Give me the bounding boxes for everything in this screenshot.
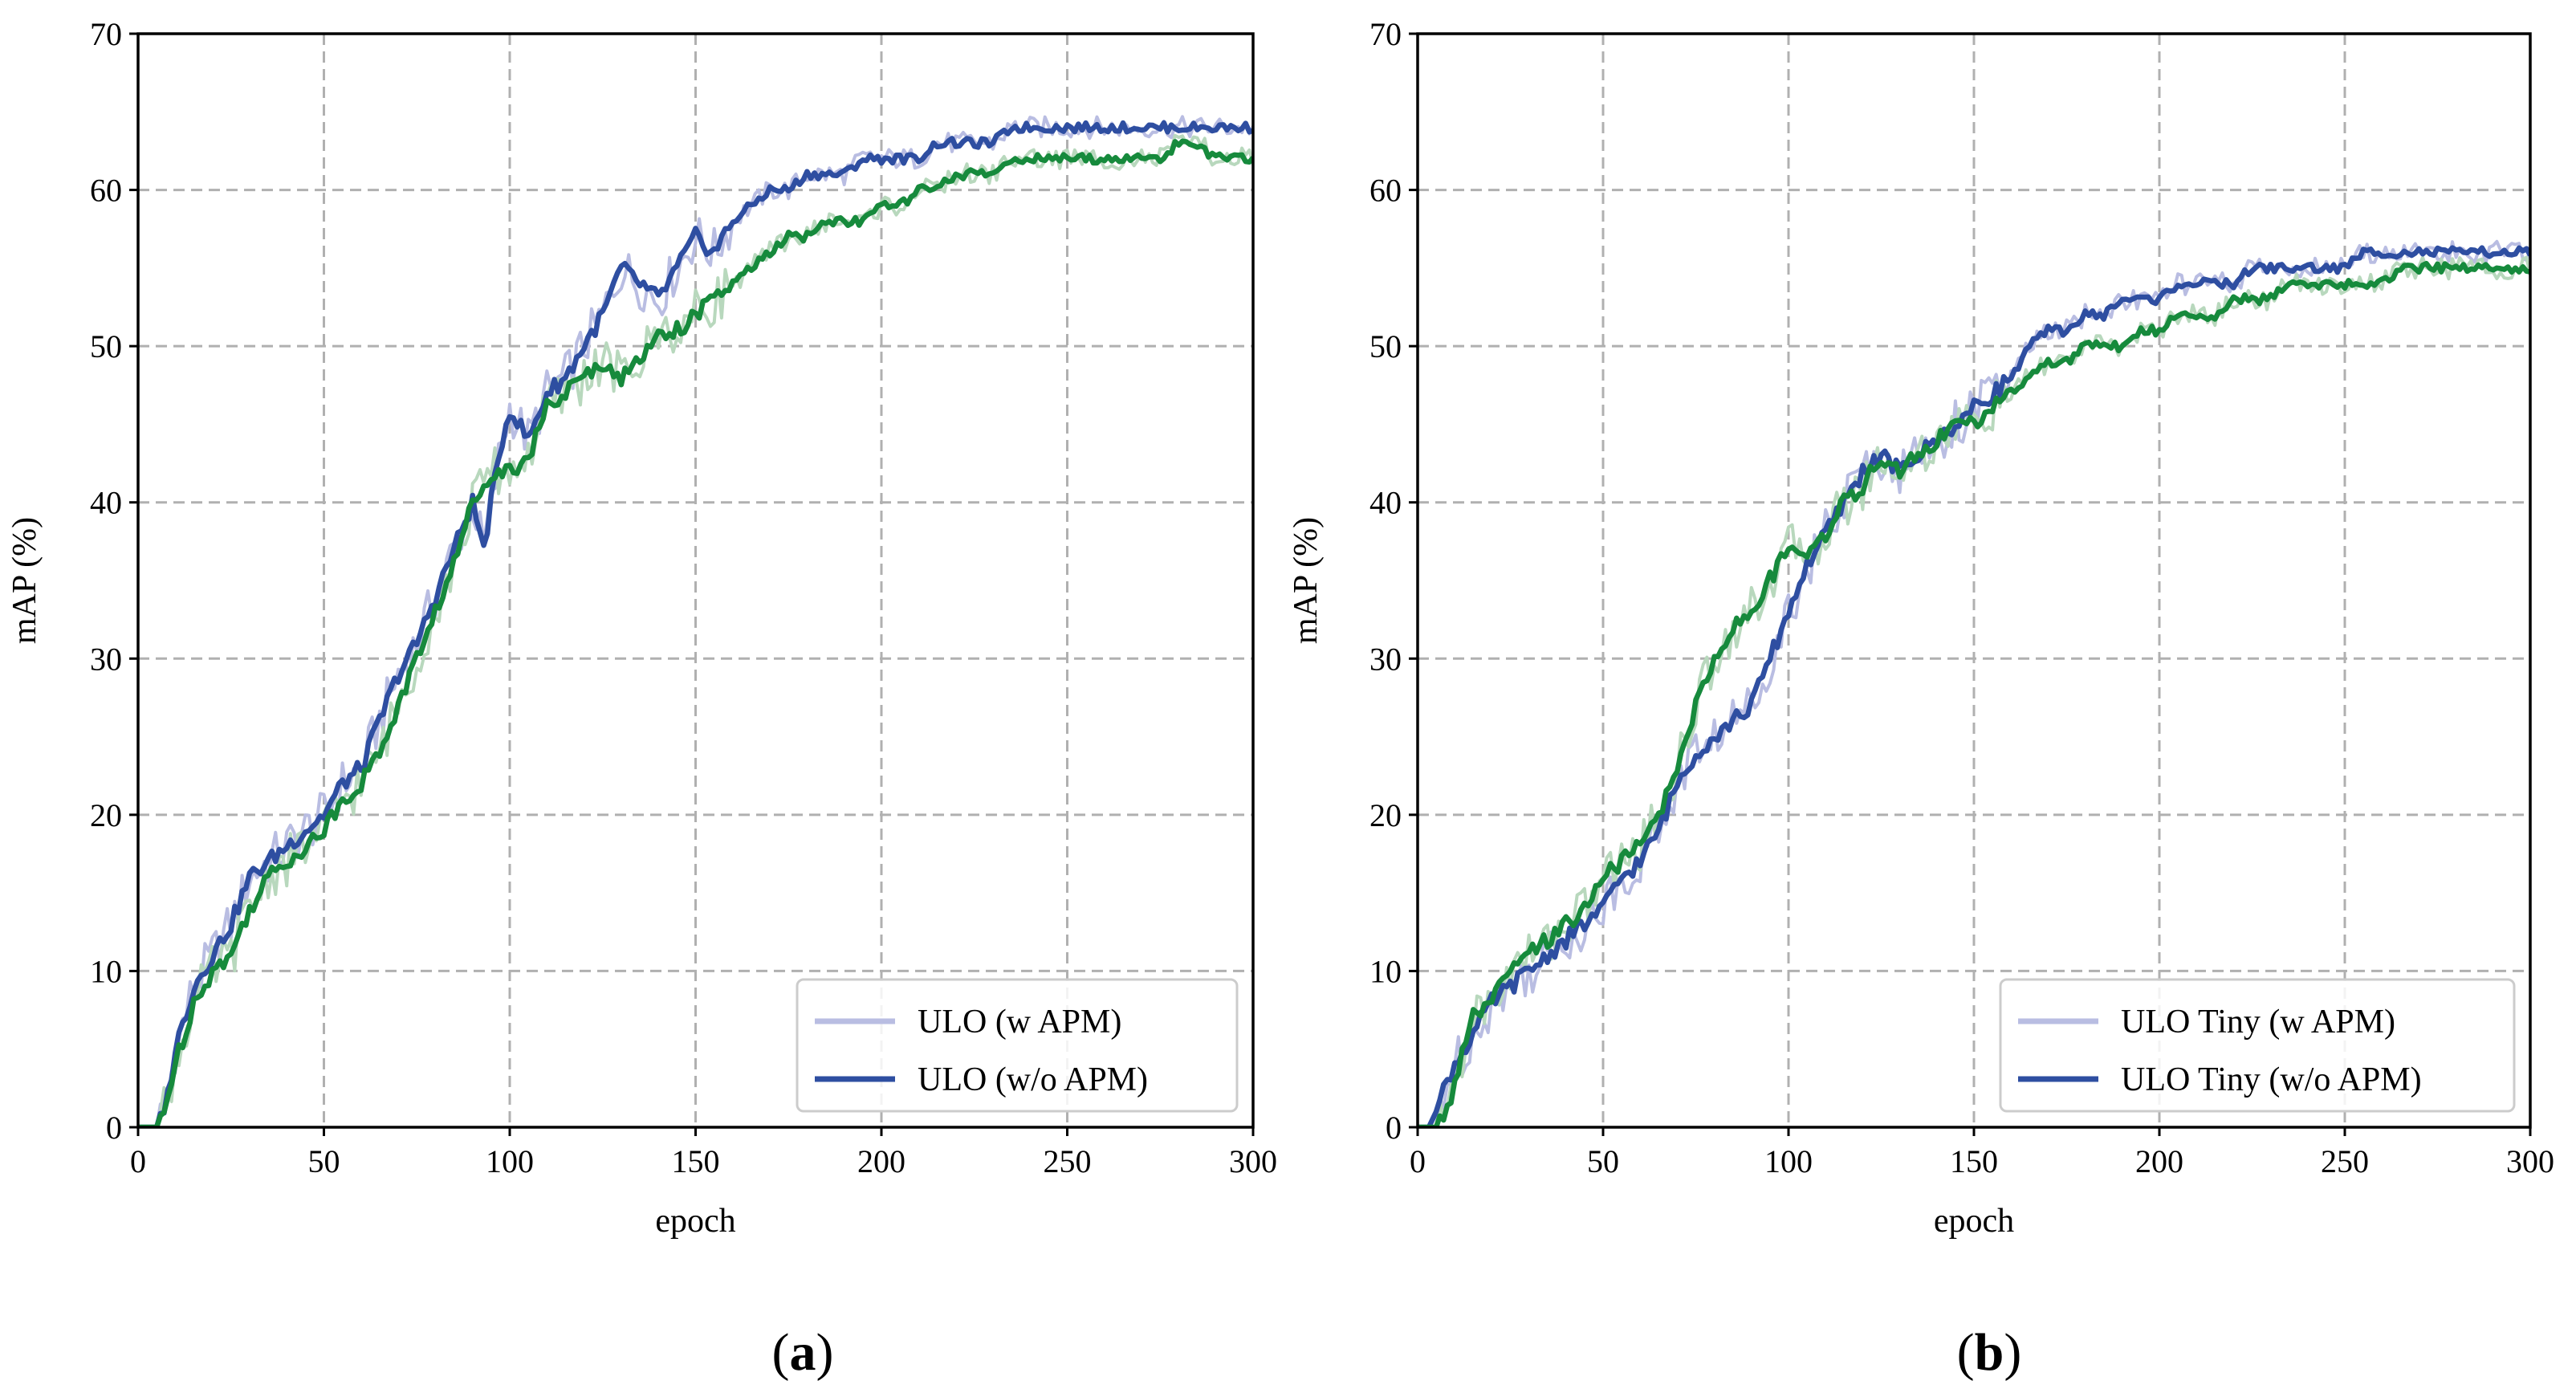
y-tick-label: 50 xyxy=(1369,328,1402,365)
series-line xyxy=(138,138,1253,1127)
x-tick-label: 150 xyxy=(1950,1143,1998,1179)
x-tick-label: 50 xyxy=(1587,1143,1619,1179)
plot-area xyxy=(1418,239,2530,1127)
x-tick-label: 300 xyxy=(1229,1143,1277,1179)
y-axis-label: mAP (%) xyxy=(6,517,43,644)
x-tick-label: 100 xyxy=(486,1143,534,1179)
y-tick-label: 70 xyxy=(1369,16,1402,52)
series-raw-line xyxy=(138,115,1253,1127)
y-tick-label: 50 xyxy=(90,328,122,365)
y-tick-label: 30 xyxy=(1369,641,1402,677)
x-tick-label: 0 xyxy=(130,1143,146,1179)
x-axis-label: epoch xyxy=(1934,1203,2014,1240)
x-tick-label: 200 xyxy=(2135,1143,2183,1179)
legend-box xyxy=(796,978,1239,1113)
x-tick-label: 0 xyxy=(1410,1143,1426,1179)
x-tick-label: 100 xyxy=(1764,1143,1813,1179)
y-tick-label: 30 xyxy=(90,641,122,677)
x-tick-label: 300 xyxy=(2506,1143,2554,1179)
series-line xyxy=(138,120,1253,1127)
legend-label: ULO (w APM) xyxy=(918,1004,1121,1041)
x-axis-label: epoch xyxy=(655,1203,735,1240)
y-tick-label: 0 xyxy=(1386,1110,1402,1146)
y-tick-label: 20 xyxy=(1369,797,1402,833)
x-tick-label: 150 xyxy=(672,1143,720,1179)
y-axis-label: mAP (%) xyxy=(1288,517,1325,644)
legend: ULO (w APM) ULO (w/o APM) xyxy=(796,978,1239,1113)
legend-box xyxy=(1999,978,2516,1113)
series-line xyxy=(1418,260,2530,1127)
chart-panel-b: 0 50 100 150 200 250 300 0 10 20 30 40 50 60 70 epoch mA… xyxy=(1288,16,2554,1240)
caption-b: (b) xyxy=(1957,1323,2022,1382)
legend: ULO Tiny (w APM) ULO Tiny (w/o APM) xyxy=(1999,978,2516,1113)
chart-panel-a: 0 50 100 150 200 250 300 0 10 20 30 40 50 60 70 epoch mA… xyxy=(6,16,1277,1240)
y-tick-label: 40 xyxy=(90,485,122,521)
x-tick-label: 50 xyxy=(308,1143,340,1179)
y-tick-label: 60 xyxy=(1369,173,1402,209)
x-tick-label: 250 xyxy=(2321,1143,2369,1179)
legend-label: ULO Tiny (w/o APM) xyxy=(2121,1061,2422,1098)
y-tick-label: 60 xyxy=(90,173,122,209)
legend-label: ULO Tiny (w APM) xyxy=(2121,1004,2395,1041)
y-tick-label: 20 xyxy=(90,797,122,833)
y-tick-label: 70 xyxy=(90,16,122,52)
series-line xyxy=(1418,245,2530,1127)
caption-a: (a) xyxy=(772,1323,834,1382)
y-tick-label: 10 xyxy=(90,953,122,989)
y-tick-label: 10 xyxy=(1369,953,1402,989)
x-tick-label: 200 xyxy=(857,1143,905,1179)
legend-label: ULO (w/o APM) xyxy=(918,1061,1148,1098)
plot-area xyxy=(138,115,1253,1127)
y-tick-label: 40 xyxy=(1369,485,1402,521)
y-tick-label: 0 xyxy=(106,1110,122,1146)
x-tick-label: 250 xyxy=(1044,1143,1092,1179)
